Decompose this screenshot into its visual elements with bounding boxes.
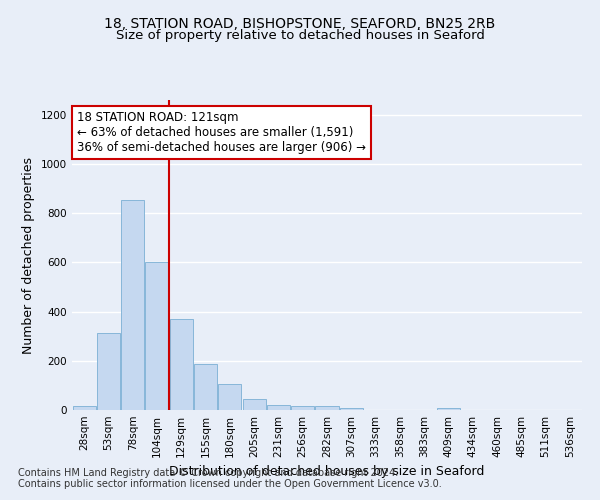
Text: 18, STATION ROAD, BISHOPSTONE, SEAFORD, BN25 2RB: 18, STATION ROAD, BISHOPSTONE, SEAFORD, … <box>104 18 496 32</box>
Bar <box>340 408 363 410</box>
Text: Contains public sector information licensed under the Open Government Licence v3: Contains public sector information licen… <box>18 479 442 489</box>
Bar <box>218 384 241 410</box>
Text: Size of property relative to detached houses in Seaford: Size of property relative to detached ho… <box>116 29 484 42</box>
Y-axis label: Number of detached properties: Number of detached properties <box>22 156 35 354</box>
Text: Contains HM Land Registry data © Crown copyright and database right 2024.: Contains HM Land Registry data © Crown c… <box>18 468 398 477</box>
X-axis label: Distribution of detached houses by size in Seaford: Distribution of detached houses by size … <box>169 466 485 478</box>
Bar <box>145 262 169 410</box>
Bar <box>194 364 217 410</box>
Text: 18 STATION ROAD: 121sqm
← 63% of detached houses are smaller (1,591)
36% of semi: 18 STATION ROAD: 121sqm ← 63% of detache… <box>77 111 366 154</box>
Bar <box>316 406 338 410</box>
Bar <box>97 332 120 410</box>
Bar <box>267 405 290 410</box>
Bar <box>242 399 266 410</box>
Bar <box>73 406 95 410</box>
Bar <box>170 319 193 410</box>
Bar <box>437 408 460 410</box>
Bar <box>291 406 314 410</box>
Bar <box>121 200 144 410</box>
